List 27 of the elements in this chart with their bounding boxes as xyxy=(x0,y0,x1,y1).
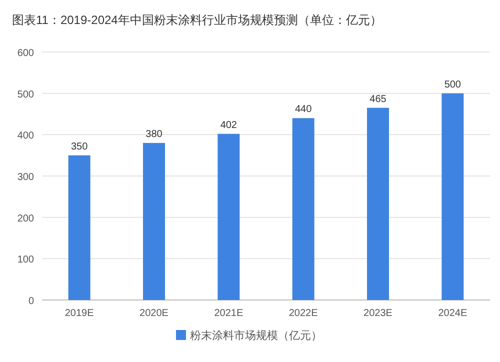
bar xyxy=(442,93,464,300)
bar xyxy=(218,134,240,300)
y-tick-label: 600 xyxy=(17,48,34,59)
data-label: 500 xyxy=(444,79,462,90)
x-tick-label: 2021E xyxy=(214,308,244,319)
y-tick-label: 0 xyxy=(28,296,34,307)
bar xyxy=(367,108,389,300)
bar xyxy=(68,155,90,300)
x-tick-label: 2020E xyxy=(140,308,169,319)
data-label: 380 xyxy=(146,128,163,140)
bar xyxy=(143,142,165,300)
bar xyxy=(292,118,314,300)
data-label: 350 xyxy=(70,141,88,152)
x-tick-label: 2024E xyxy=(438,308,468,319)
y-tick-label: 500 xyxy=(17,89,34,100)
x-tick-label: 2023E xyxy=(364,308,393,319)
y-tick-label: 400 xyxy=(17,130,34,142)
data-label: 402 xyxy=(220,120,238,131)
data-label: 440 xyxy=(294,104,312,116)
y-tick-label: 300 xyxy=(17,172,34,183)
y-tick-label: 100 xyxy=(17,254,34,266)
data-label: 465 xyxy=(370,94,387,105)
legend-label: 粉末涂料市场规模（亿元） xyxy=(190,329,322,342)
x-tick-label: 2019E xyxy=(64,308,94,319)
y-tick-label: 200 xyxy=(17,213,34,224)
chart-title: 图表11：2019-2024年中国粉末涂料行业市场规模预测（单位：亿元） xyxy=(12,13,382,27)
x-tick-label: 2022E xyxy=(288,308,318,319)
